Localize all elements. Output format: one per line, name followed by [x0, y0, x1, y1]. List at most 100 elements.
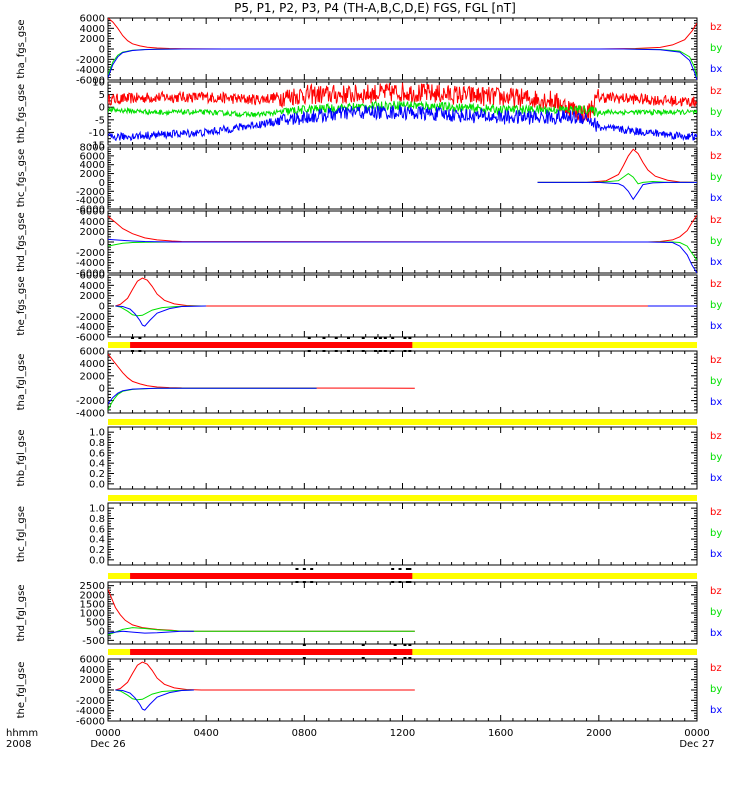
- series-line-bx: [108, 630, 194, 634]
- legend-bz: bz: [710, 586, 722, 597]
- y-tick-label: 1.0: [89, 504, 105, 515]
- legend-bz: bz: [710, 86, 722, 97]
- panel-ylabel: thd_fgl_gse: [16, 585, 27, 642]
- time-tick-label: 0000: [95, 728, 120, 739]
- series-line-bx: [115, 689, 194, 711]
- legend-by: by: [710, 376, 722, 387]
- series-line-bx: [537, 181, 697, 201]
- legend-by: by: [710, 528, 722, 539]
- y-tick-label: 6000: [80, 347, 105, 358]
- legend-bx: bx: [710, 257, 722, 268]
- panel-thc_fgs_gse: 80006000400020000-2000-4000-6000thc_fgs_…: [16, 143, 722, 216]
- legend-bx: bx: [710, 64, 722, 75]
- y-tick-label: -6000: [76, 269, 105, 280]
- flag-mark: [302, 581, 306, 583]
- panel-thb_fgl_gse: 1.00.80.60.40.20.0 thb_fgl_gse bz by bx: [16, 426, 722, 490]
- y-tick-label: -2000: [76, 248, 105, 259]
- flag-mark: [378, 350, 382, 352]
- time-tick-label: 0800: [292, 728, 317, 739]
- flag-mark: [393, 657, 397, 659]
- chart-title: P5, P1, P2, P3, P4 (TH-A,B,C,D,E) FGS, F…: [234, 1, 516, 15]
- y-tick-label: 6000: [80, 207, 105, 218]
- series-line-by: [108, 387, 317, 411]
- y-tick-label: -4000: [76, 65, 105, 76]
- y-tick-label: 0: [99, 238, 105, 249]
- time-row-label-year: 2008: [6, 739, 31, 750]
- y-tick-label: 0.0: [89, 555, 105, 566]
- panel-ylabel: the_fgl_gse: [16, 662, 27, 719]
- panel-thb_fgs_gse: 105 0-5 -10 -15 thb_fgs_gse bz by bx: [16, 78, 722, 152]
- y-tick-label: 1000: [80, 609, 105, 620]
- y-tick-label: -15: [89, 141, 105, 152]
- panel-thc_fgl_gse: 1.00.80.60.40.20.0 thc_fgl_gse bz by bx: [16, 502, 722, 566]
- y-tick-label: 0: [99, 384, 105, 395]
- flag-mark: [393, 644, 397, 646]
- flag-mark: [322, 350, 326, 352]
- series-group: [108, 18, 697, 80]
- y-tick-label: 2000: [80, 371, 105, 382]
- y-tick-label: -2000: [76, 187, 105, 198]
- flag-mark: [361, 350, 365, 352]
- series-line-bx: [108, 238, 697, 273]
- flag-mark: [403, 657, 407, 659]
- panel-frame: [107, 426, 698, 490]
- series-line-by: [115, 689, 194, 701]
- panel-ylabel: the_fgs_gse: [16, 276, 27, 335]
- flag-mark: [334, 337, 338, 339]
- flag-mark: [374, 337, 378, 339]
- y-tick-label: 2000: [80, 675, 105, 686]
- flag-mark: [391, 337, 395, 339]
- flag-bars: [108, 337, 697, 659]
- y-tick-label: -2000: [76, 55, 105, 66]
- flag-mark: [347, 350, 351, 352]
- flag-mark: [310, 568, 314, 570]
- panel-ylabel: thb_fgl_gse: [16, 430, 27, 487]
- legend-bz: bz: [710, 22, 722, 33]
- panel-ylabel: thc_fgl_gse: [16, 506, 27, 562]
- time-tick-label: 0400: [193, 728, 218, 739]
- flag-mark: [374, 350, 378, 352]
- y-tick-label: 2500: [80, 581, 105, 592]
- y-tick-label: 0.8: [89, 438, 105, 449]
- y-tick-label: 2000: [80, 169, 105, 180]
- flag-mark: [361, 337, 365, 339]
- series-line-bz: [115, 277, 207, 307]
- y-tick-label: -6000: [76, 717, 105, 728]
- flag-segment: [130, 649, 413, 655]
- y-tick-label: 10: [92, 78, 105, 89]
- y-tick-label: 4000: [80, 160, 105, 171]
- flag-mark: [408, 581, 412, 583]
- legend-bz: bz: [710, 279, 722, 290]
- flag-bar: [108, 419, 697, 425]
- panel-ylabel: thd_fgs_gse: [16, 212, 27, 271]
- flag-bar: [108, 337, 697, 352]
- legend-by: by: [710, 107, 722, 118]
- series-line-bx: [115, 305, 207, 327]
- y-tick-label: 4000: [80, 24, 105, 35]
- y-tick-label: 1500: [80, 599, 105, 610]
- y-tick-label: 0.4: [89, 535, 105, 546]
- flag-bar: [108, 644, 697, 659]
- legend-by: by: [710, 684, 722, 695]
- y-tick-label: 0.6: [89, 524, 105, 535]
- flag-segment: [130, 573, 413, 579]
- flag-mark: [302, 568, 306, 570]
- y-tick-label: -5: [95, 115, 105, 126]
- y-tick-label: 0: [99, 686, 105, 697]
- series-group: [537, 148, 697, 201]
- flag-mark: [138, 337, 142, 339]
- legend-bz: bz: [710, 507, 722, 518]
- flag-mark: [347, 337, 351, 339]
- flag-mark: [378, 337, 382, 339]
- legend-bx: bx: [710, 628, 722, 639]
- flag-mark: [322, 337, 326, 339]
- series-line-bz: [108, 589, 415, 632]
- series-group: [108, 353, 415, 411]
- y-tick-label: 0.2: [89, 469, 105, 480]
- series-group: [108, 214, 697, 273]
